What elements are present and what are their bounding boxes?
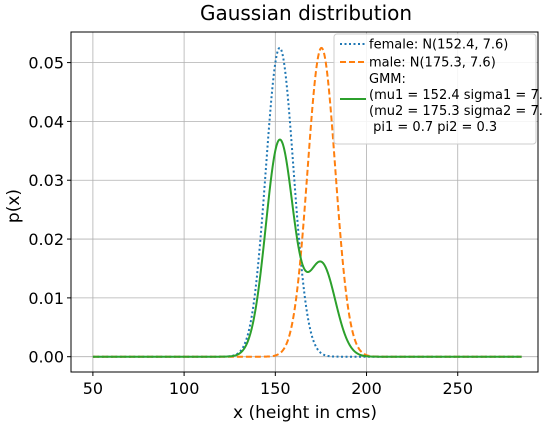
ticks: 50 100 150 200 250 0.00 0.01 0.02 0.03 0.04 0.05 — [28, 54, 473, 398]
series-group — [92, 46, 523, 358]
x-tick-label: 100 — [169, 379, 200, 398]
y-tick-label: 0.05 — [28, 54, 64, 73]
y-axis-label: p(x) — [4, 189, 24, 223]
legend-gmm-line-1: GMM: — [369, 72, 406, 87]
legend-gmm-line-4: pi1 = 0.7 pi2 = 0.3 — [369, 120, 497, 135]
legend-gmm-line-3: (mu2 = 175.3 sigma2 = 7.6) — [369, 104, 543, 119]
y-tick-label: 0.01 — [28, 289, 64, 308]
x-tick-label: 250 — [442, 379, 473, 398]
y-tick-label: 0.03 — [28, 171, 64, 190]
legend-gmm-line-2: (mu1 = 152.4 sigma1 = 7.6), — [369, 88, 543, 103]
y-tick-label: 0.04 — [28, 112, 64, 131]
plot-frame — [70, 31, 539, 373]
x-tick-label: 50 — [83, 379, 103, 398]
y-tick-label: 0.02 — [28, 230, 64, 249]
y-tick-label: 0.00 — [28, 348, 64, 367]
legend-box — [333, 33, 537, 145]
chart-title: Gaussian distribution — [200, 1, 412, 25]
legend: female: N(152.4, 7.6) male: N(175.3, 7.6… — [333, 33, 543, 145]
series-line-gmm — [92, 138, 523, 358]
x-axis-label: x (height in cms) — [233, 403, 377, 423]
legend-male-label: male: N(175.3, 7.6) — [369, 56, 496, 71]
x-tick-label: 150 — [260, 379, 291, 398]
legend-female-label: female: N(152.4, 7.6) — [369, 38, 508, 53]
x-tick-label: 200 — [351, 379, 382, 398]
